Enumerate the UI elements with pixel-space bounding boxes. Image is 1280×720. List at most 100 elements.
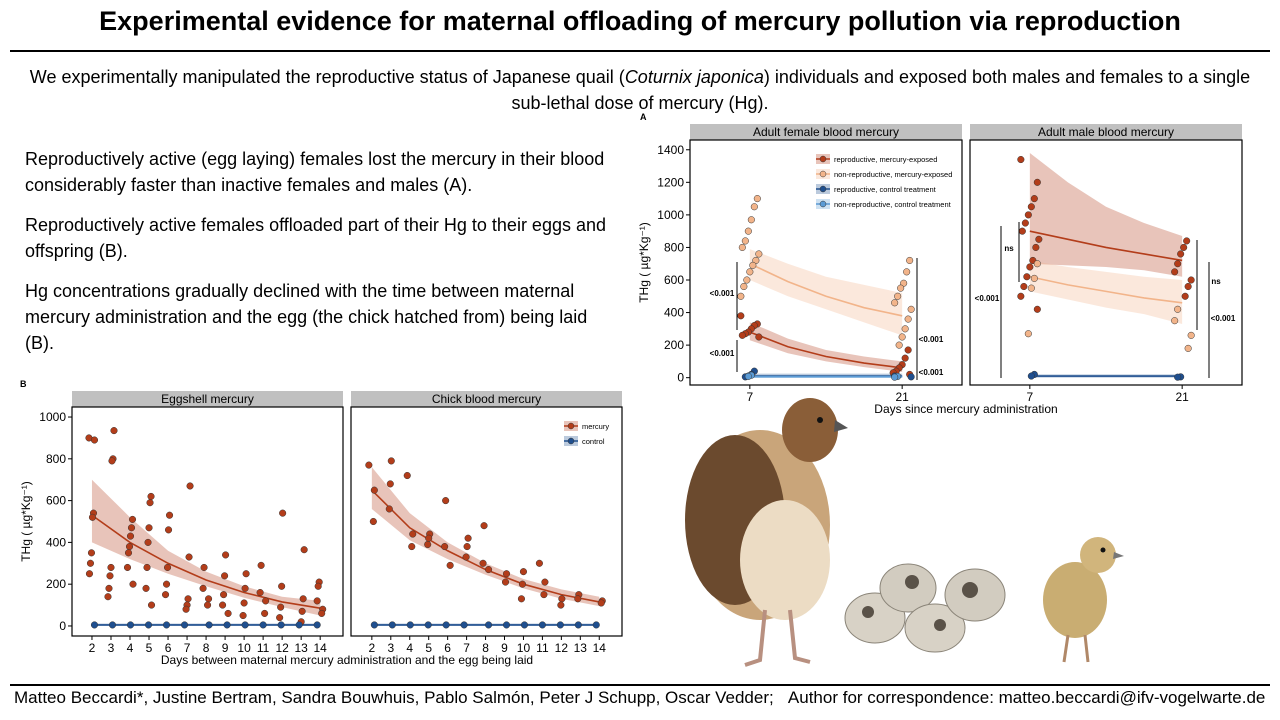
data-point bbox=[574, 621, 582, 629]
data-point bbox=[299, 595, 307, 603]
data-point bbox=[1035, 235, 1043, 243]
data-point bbox=[387, 457, 395, 465]
data-point bbox=[1171, 317, 1179, 325]
data-point bbox=[1024, 211, 1032, 219]
data-point bbox=[557, 601, 565, 609]
x-tick-label: 3 bbox=[387, 641, 394, 655]
x-tick-label: 5 bbox=[425, 641, 432, 655]
data-point bbox=[750, 203, 758, 211]
data-point bbox=[1030, 195, 1038, 203]
y-tick-label: 800 bbox=[46, 452, 66, 466]
data-point bbox=[1017, 292, 1025, 300]
data-point bbox=[464, 534, 472, 542]
data-point bbox=[747, 216, 755, 224]
y-tick-label: 200 bbox=[46, 577, 66, 591]
confidence-band bbox=[749, 322, 903, 372]
x-tick-label: 21 bbox=[895, 390, 909, 404]
y-tick-label: 600 bbox=[46, 494, 66, 508]
data-point bbox=[535, 559, 543, 567]
data-point bbox=[744, 227, 752, 235]
data-point bbox=[146, 499, 154, 507]
data-point bbox=[1027, 203, 1035, 211]
data-point bbox=[463, 543, 471, 551]
y-tick-label: 800 bbox=[664, 240, 684, 254]
data-point bbox=[904, 346, 912, 354]
x-axis-label: Days since mercury administration bbox=[874, 402, 1057, 416]
data-point bbox=[894, 292, 902, 300]
data-point bbox=[106, 572, 114, 580]
data-point bbox=[277, 621, 285, 629]
footer: Matteo Beccardi*, Justine Bertram, Sandr… bbox=[14, 688, 1265, 708]
data-point bbox=[205, 595, 213, 603]
significance-label: <0.001 bbox=[710, 349, 735, 358]
panel-title: Eggshell mercury bbox=[161, 392, 254, 406]
data-point bbox=[1174, 373, 1182, 381]
legend-swatch-point bbox=[567, 437, 575, 445]
data-point bbox=[124, 549, 133, 557]
data-point bbox=[221, 572, 229, 580]
data-point bbox=[744, 372, 752, 380]
data-point bbox=[127, 524, 136, 532]
legend-label: control bbox=[582, 437, 605, 446]
data-point bbox=[518, 580, 527, 588]
data-point bbox=[906, 256, 914, 265]
x-tick-label: 13 bbox=[574, 641, 588, 655]
finding: Hg concentrations gradually declined wit… bbox=[25, 281, 588, 353]
fit-line bbox=[371, 489, 600, 603]
quail-illustration bbox=[685, 398, 848, 667]
data-point bbox=[891, 373, 899, 381]
data-point bbox=[220, 591, 228, 599]
data-point bbox=[907, 373, 915, 381]
x-tick-label: 9 bbox=[222, 641, 229, 655]
x-tick-label: 7 bbox=[463, 641, 470, 655]
confidence-band bbox=[371, 467, 600, 607]
panel-strip bbox=[970, 124, 1242, 140]
eggs-illustration bbox=[844, 563, 1006, 653]
significance-label: ns bbox=[1004, 244, 1014, 253]
authors: Matteo Beccardi*, Justine Bertram, Sandr… bbox=[14, 688, 774, 707]
legend-swatch-point bbox=[819, 200, 827, 208]
x-tick-label: 14 bbox=[313, 641, 327, 655]
data-point bbox=[241, 584, 249, 592]
x-tick-label: 11 bbox=[257, 641, 270, 655]
confidence-band bbox=[749, 249, 903, 336]
findings: Reproductively active (egg laying) femal… bbox=[25, 146, 615, 370]
y-tick-label: 200 bbox=[664, 338, 684, 352]
data-point bbox=[541, 578, 549, 586]
data-point bbox=[164, 526, 173, 534]
data-point bbox=[1174, 260, 1182, 268]
data-point bbox=[442, 621, 450, 629]
data-point bbox=[1030, 274, 1038, 282]
plot-area bbox=[1017, 153, 1195, 381]
data-point bbox=[107, 563, 115, 572]
y-tick-label: 400 bbox=[664, 306, 684, 320]
title-rule bbox=[10, 50, 1270, 52]
data-point bbox=[370, 621, 378, 629]
data-point bbox=[517, 595, 526, 603]
plot-area bbox=[85, 427, 327, 629]
data-point bbox=[205, 621, 213, 629]
data-point bbox=[219, 601, 227, 609]
data-point bbox=[186, 482, 194, 490]
finding: Reproductively active (egg laying) femal… bbox=[25, 149, 605, 195]
data-point bbox=[224, 609, 232, 617]
data-point bbox=[743, 276, 751, 284]
data-point bbox=[256, 588, 264, 597]
plot-area bbox=[365, 457, 606, 629]
x-tick-label: 5 bbox=[146, 641, 153, 655]
intro-text: ) individuals and exposed both males and… bbox=[511, 67, 1251, 113]
data-point bbox=[1033, 305, 1041, 313]
data-point bbox=[85, 570, 94, 578]
significance-label: <0.001 bbox=[975, 294, 1000, 303]
x-axis-label: Days between maternal mercury administra… bbox=[161, 653, 533, 667]
data-point bbox=[1171, 268, 1179, 276]
data-point bbox=[897, 284, 905, 292]
y-axis-label: THg ( µg*Kg⁻¹) bbox=[19, 481, 33, 562]
plot-frame bbox=[689, 139, 963, 386]
data-point bbox=[485, 566, 493, 574]
data-point bbox=[222, 551, 230, 559]
data-point bbox=[409, 530, 417, 538]
x-tick-label: 10 bbox=[517, 641, 531, 655]
data-point bbox=[446, 561, 454, 569]
